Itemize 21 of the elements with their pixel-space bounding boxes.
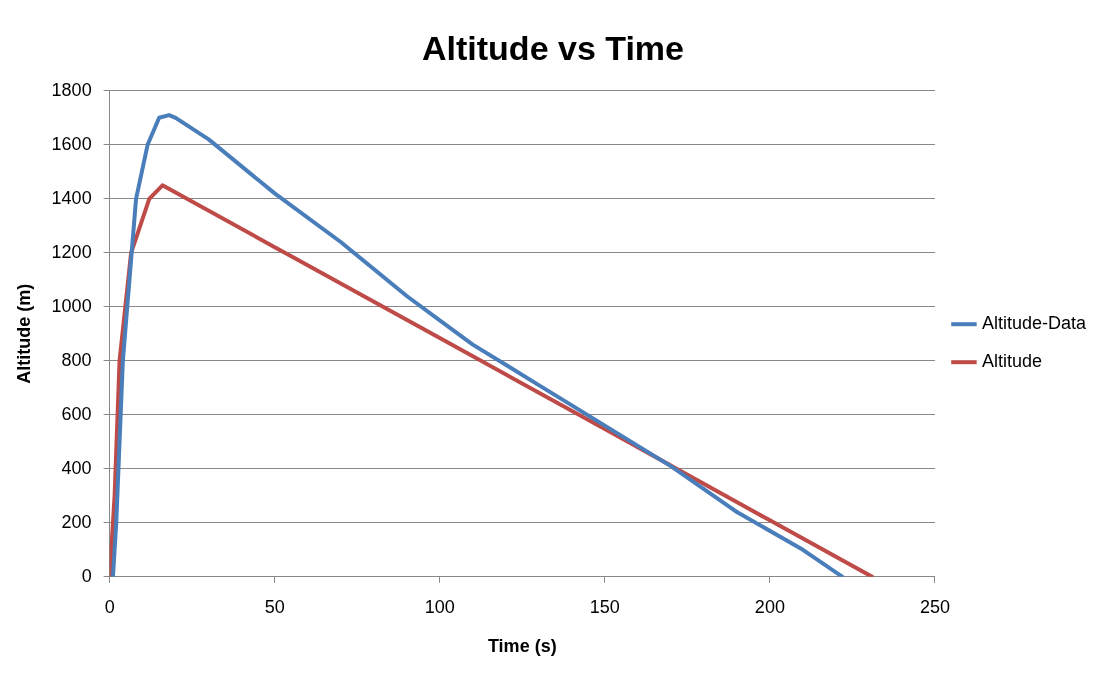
y-tick-label: 1200	[51, 241, 92, 262]
x-tick-label: 0	[104, 596, 115, 617]
x-tick-label: 200	[754, 596, 785, 617]
x-tick-label: 150	[589, 596, 620, 617]
y-tick-label: 0	[81, 565, 92, 586]
y-tick-label: 600	[61, 403, 92, 424]
legend-label: Altitude-Data	[981, 313, 1087, 334]
y-tick-label: 400	[61, 457, 92, 478]
y-tick-label: 1800	[51, 79, 92, 100]
x-tick-label: 50	[264, 596, 285, 617]
x-axis-title: Time (s)	[487, 636, 557, 657]
legend-label: Altitude	[981, 351, 1042, 372]
y-axis-title: Altitude (m)	[13, 283, 34, 384]
y-tick-label: 1000	[51, 295, 92, 316]
y-tick-label: 1600	[51, 133, 92, 154]
x-tick-label: 100	[424, 596, 455, 617]
y-tick-label: 1400	[51, 187, 92, 208]
chart-title: Altitude vs Time	[422, 28, 684, 67]
y-tick-label: 200	[61, 511, 92, 532]
x-tick-label: 250	[919, 596, 950, 617]
y-tick-label: 800	[61, 349, 92, 370]
